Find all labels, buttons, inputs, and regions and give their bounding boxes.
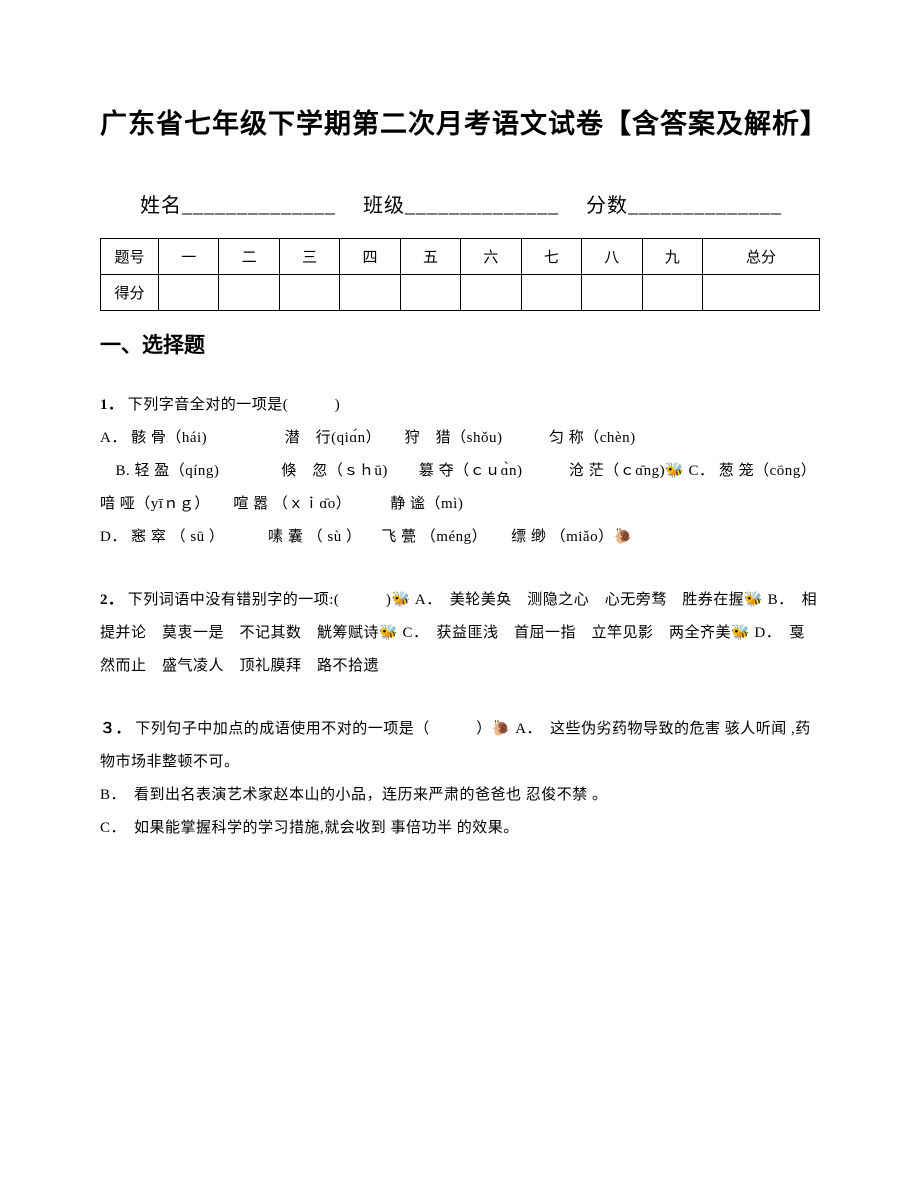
score-cell — [582, 274, 642, 310]
score-label: 分数 — [586, 195, 628, 217]
marker-icon: 🐝 — [379, 625, 398, 641]
option-b-text: B． 看到出名表演艺术家赵本山的小品，连历来严肃的爸爸也 忍俊不禁 。 — [100, 779, 820, 812]
option-c-text: C． 如果能掌握科学的学习措施,就会收到 事倍功半 的效果。 — [100, 812, 820, 845]
marker-icon: 🐌 — [492, 721, 511, 737]
score-cell — [279, 274, 339, 310]
score-cell — [400, 274, 460, 310]
col-header: 九 — [642, 238, 702, 274]
class-underline: ______________ — [405, 195, 559, 217]
section-heading: 一、选择题 — [100, 329, 820, 359]
question-number: ３． — [100, 721, 131, 737]
col-header: 五 — [400, 238, 460, 274]
table-row: 题号 一 二 三 四 五 六 七 八 九 总分 — [101, 238, 820, 274]
row2-label: 得分 — [101, 274, 159, 310]
question-stem: 下列词语中没有错别字的一项:( ) — [128, 592, 392, 608]
col-header: 二 — [219, 238, 279, 274]
option-c-label: C． — [689, 463, 715, 479]
score-cell — [219, 274, 279, 310]
marker-icon: 🐝 — [744, 592, 763, 608]
score-cell — [461, 274, 521, 310]
option-d-label: D． — [100, 529, 127, 545]
option-b-label: B. — [100, 463, 135, 479]
marker-icon: 🐝 — [665, 463, 684, 479]
col-header: 七 — [521, 238, 581, 274]
marker-icon: 🐌 — [614, 529, 633, 545]
question-3: ３． 下列句子中加点的成语使用不对的一项是（ ）🐌 A． 这些伪劣药物导致的危害… — [100, 713, 820, 845]
question-stem: 下列句子中加点的成语使用不对的一项是（ ） — [135, 721, 492, 737]
class-label: 班级 — [363, 195, 405, 217]
question-number: 2． — [100, 592, 124, 608]
col-header: 三 — [279, 238, 339, 274]
col-header: 八 — [582, 238, 642, 274]
marker-icon: 🐝 — [391, 592, 410, 608]
score-cell — [521, 274, 581, 310]
option-a-text: A． 美轮美奂 测隐之心 心无旁骛 胜券在握 — [415, 592, 744, 608]
score-cell — [702, 274, 819, 310]
score-table: 题号 一 二 三 四 五 六 七 八 九 总分 得分 — [100, 238, 820, 311]
score-cell — [159, 274, 219, 310]
name-label: 姓名 — [140, 195, 182, 217]
student-info-line: 姓名______________ 班级______________ 分数____… — [100, 189, 820, 218]
question-stem: 下列字音全对的一项是( ) — [128, 397, 341, 413]
col-header: 总分 — [702, 238, 819, 274]
option-d-text: 窸 窣 （ sū ） 嗉 囊 （ sù ） 飞 甍 （méng） 缥 缈 （mi… — [131, 529, 614, 545]
option-b-text: 轻 盈（qíng) 倏 忽（ｓｈū) 篡 夺（ｃｕɑ̀n) 沧 茫（ｃɑ̄ng) — [135, 463, 666, 479]
score-underline: ______________ — [628, 195, 782, 217]
question-2: 2． 下列词语中没有错别字的一项:( )🐝 A． 美轮美奂 测隐之心 心无旁骛 … — [100, 584, 820, 683]
col-header: 四 — [340, 238, 400, 274]
table-row: 得分 — [101, 274, 820, 310]
option-c-text: C． 获益匪浅 首屈一指 立竿见影 两全齐美 — [402, 625, 731, 641]
marker-icon: 🐝 — [731, 625, 750, 641]
name-underline: ______________ — [182, 195, 336, 217]
col-header: 一 — [159, 238, 219, 274]
score-cell — [642, 274, 702, 310]
page-title: 广东省七年级下学期第二次月考语文试卷【含答案及解析】 — [100, 100, 820, 149]
row1-label: 题号 — [101, 238, 159, 274]
option-a-text: 骸 骨（hái) 潜 行(qiɑ́n） 狩 猎（shǒu) 匀 称（chèn) — [131, 430, 635, 446]
score-cell — [340, 274, 400, 310]
question-1: 1． 下列字音全对的一项是( ) A． 骸 骨（hái) 潜 行(qiɑ́n） … — [100, 389, 820, 554]
option-a-label: A． — [100, 430, 127, 446]
col-header: 六 — [461, 238, 521, 274]
question-number: 1． — [100, 397, 124, 413]
